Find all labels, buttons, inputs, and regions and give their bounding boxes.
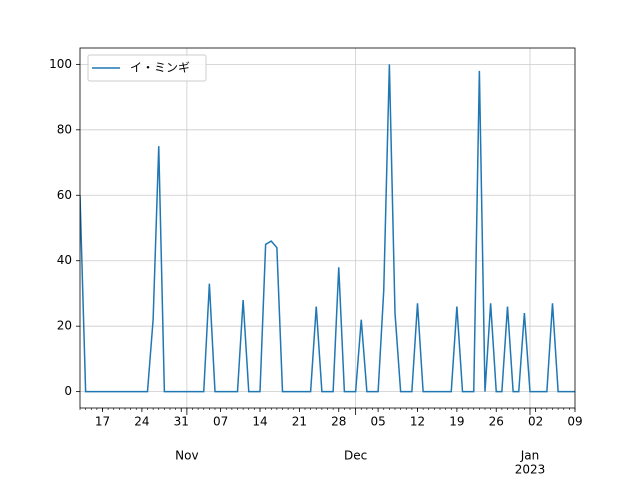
y-tick-label: 20 <box>57 319 72 333</box>
x-month-label: Nov <box>175 449 198 463</box>
plot-frame <box>79 47 576 409</box>
x-tick-label: 07 <box>213 415 228 429</box>
x-tick-label: 31 <box>174 415 189 429</box>
x-tick-label: 21 <box>292 415 307 429</box>
y-tick-label: 60 <box>57 188 72 202</box>
x-tick-label: 09 <box>567 415 582 429</box>
legend: イ・ミンギ <box>87 54 207 82</box>
x-tick-label: 28 <box>331 415 346 429</box>
y-tick-label: 40 <box>57 253 72 267</box>
legend-box <box>87 54 207 82</box>
y-tick-label: 0 <box>64 384 72 398</box>
data-line <box>80 64 575 393</box>
x-tick-label: 17 <box>95 415 110 429</box>
x-tick-label: 12 <box>410 415 425 429</box>
x-tick-label: 24 <box>134 415 149 429</box>
x-tick-label: 26 <box>489 415 504 429</box>
legend-label: イ・ミンギ <box>130 61 190 75</box>
x-tick-label: 19 <box>449 415 464 429</box>
x-month-label: Dec <box>344 449 367 463</box>
x-year-label: 2023 <box>515 463 546 477</box>
x-month-label: Jan <box>520 449 540 463</box>
x-tick-label: 14 <box>252 415 267 429</box>
x-tick-label: 05 <box>370 415 385 429</box>
y-tick-label: 80 <box>57 122 72 136</box>
x-tick-label: 02 <box>528 415 543 429</box>
y-tick-label: 100 <box>49 57 72 71</box>
